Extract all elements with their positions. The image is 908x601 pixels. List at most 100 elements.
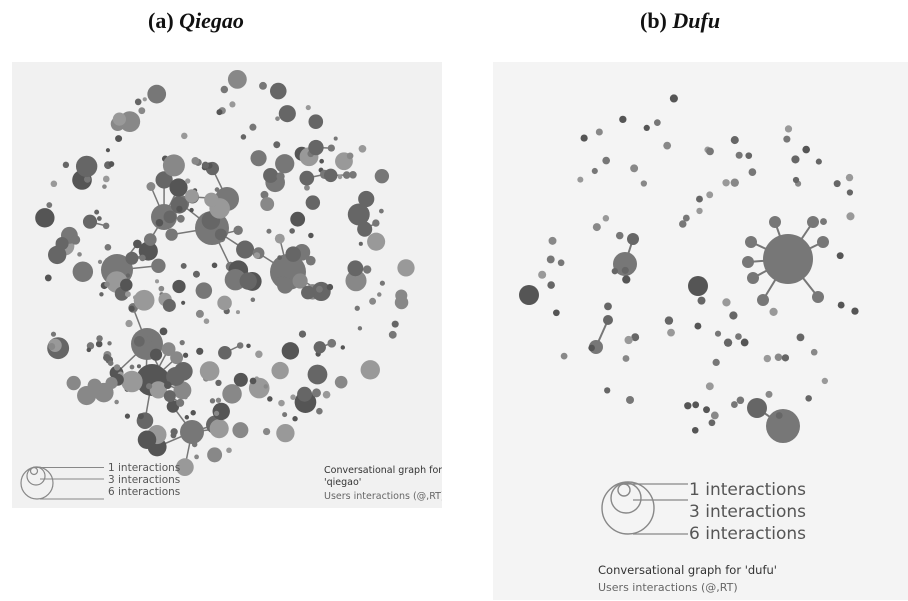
graph-node: [278, 105, 296, 123]
panel-a-caption-prefix: (a): [148, 8, 180, 33]
graph-node: [176, 398, 185, 407]
graph-node: [158, 285, 165, 292]
legend-label-6: 6 interactions: [689, 524, 806, 544]
graph-node: [615, 231, 624, 240]
graph-node: [143, 233, 157, 246]
graph-node: [710, 411, 719, 420]
graph-node: [747, 398, 767, 418]
graph-node: [292, 273, 308, 289]
graph-node: [714, 330, 722, 337]
graph-node: [165, 228, 178, 241]
graph-node: [354, 305, 360, 311]
graph-node: [102, 184, 107, 189]
graph-node: [548, 236, 557, 245]
graph-node: [185, 178, 191, 184]
graph-node: [688, 276, 708, 296]
graph-node: [712, 358, 720, 367]
graph-node: [274, 233, 285, 244]
graph-node: [290, 211, 306, 227]
graph-node: [815, 158, 822, 165]
graph-node: [757, 294, 769, 306]
graph-node: [372, 219, 380, 227]
graph-node: [263, 167, 278, 183]
graph-node: [722, 298, 731, 307]
graph-node: [195, 282, 213, 299]
graph-node: [592, 223, 601, 232]
graph-node: [249, 123, 257, 131]
graph-node: [162, 298, 176, 312]
graph-node: [557, 259, 565, 267]
graph-node: [139, 254, 146, 262]
graph-node: [358, 241, 363, 246]
graph-node: [691, 426, 699, 434]
graph-node: [340, 345, 345, 350]
graph-node: [769, 307, 778, 316]
qiegao-graph-title-line1: Conversational graph for: [324, 465, 442, 476]
graph-node: [745, 236, 757, 248]
graph-node: [232, 422, 249, 439]
graph-node: [282, 412, 288, 418]
graph-node: [682, 214, 690, 222]
graph-node: [259, 81, 267, 90]
graph-node: [313, 341, 326, 354]
graph-node: [125, 319, 133, 328]
graph-node: [159, 327, 168, 336]
graph-node: [358, 144, 367, 153]
graph-node: [229, 101, 236, 108]
graph-node: [255, 350, 263, 358]
graph-node: [347, 203, 370, 226]
graph-node: [363, 265, 372, 274]
dufu-graph-subtitle: Users interactions (@,RT): [598, 581, 738, 594]
graph-node: [239, 272, 257, 290]
graph-node: [397, 259, 415, 277]
dufu-nodes: [519, 94, 859, 443]
graph-node: [46, 202, 53, 208]
graph-node: [176, 214, 185, 223]
graph-node: [833, 180, 841, 188]
graph-node: [249, 377, 257, 385]
graph-node: [805, 395, 812, 402]
graph-node: [95, 340, 103, 348]
graph-node: [220, 85, 229, 94]
graph-node: [226, 447, 232, 454]
graph-node: [112, 112, 126, 126]
graph-node: [792, 176, 800, 184]
graph-node: [236, 342, 244, 349]
graph-node: [50, 331, 57, 337]
graph-node: [102, 175, 110, 183]
graph-node: [631, 333, 640, 342]
graph-node: [802, 145, 810, 154]
graph-node: [391, 320, 399, 328]
graph-node: [604, 387, 611, 394]
graph-node: [765, 390, 773, 398]
graph-node: [603, 315, 613, 325]
graph-node: [367, 232, 386, 251]
graph-node: [166, 367, 186, 386]
graph-node: [250, 297, 256, 303]
graph-node: [35, 208, 55, 228]
graph-node: [113, 364, 121, 371]
graph-node: [185, 189, 199, 203]
graph-node: [301, 285, 315, 300]
graph-node: [145, 383, 153, 390]
graph-node: [643, 124, 650, 132]
graph-node: [222, 384, 242, 404]
graph-node: [175, 458, 194, 477]
graph-node: [766, 409, 800, 443]
graph-node: [812, 291, 824, 303]
graph-node: [133, 335, 145, 347]
graph-node: [77, 252, 82, 257]
panel-b-caption-name: Dufu: [672, 8, 721, 33]
graph-node: [217, 295, 232, 311]
graph-node: [133, 289, 155, 311]
graph-node: [602, 215, 610, 222]
graph-node: [273, 141, 281, 149]
graph-node: [552, 309, 560, 317]
legend-circle-medium: [26, 466, 46, 486]
graph-node: [546, 255, 555, 264]
graph-node: [308, 139, 324, 156]
graph-node: [817, 236, 829, 248]
graph-node: [775, 412, 783, 419]
graph-node: [170, 428, 178, 436]
graph-node: [319, 158, 324, 164]
